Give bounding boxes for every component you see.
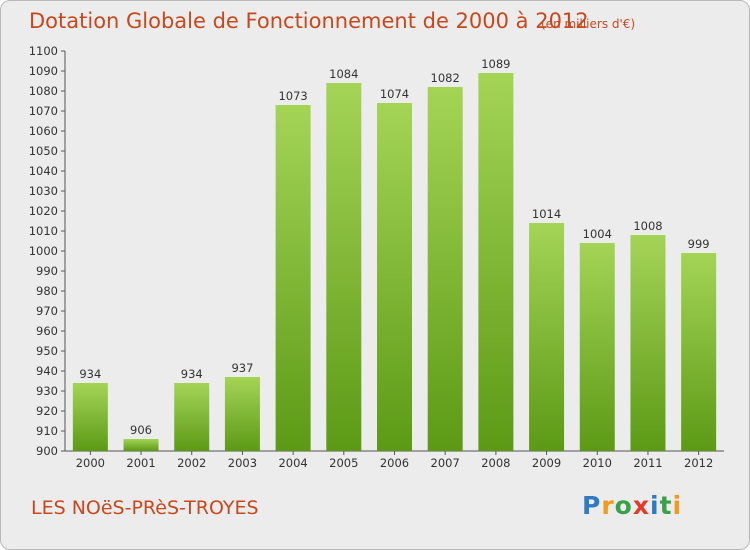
data-label: 937: [231, 361, 253, 375]
chart-subtitle: (en milliers d'€): [541, 17, 636, 31]
x-tick-label: 2003: [228, 456, 257, 470]
bar: [326, 83, 362, 451]
data-label: 906: [130, 423, 152, 437]
y-tick-label: 920: [36, 404, 58, 418]
logo-letter: t: [659, 491, 673, 520]
x-tick-label: 2008: [481, 456, 510, 470]
data-label: 934: [79, 367, 101, 381]
y-tick-label: 960: [36, 324, 58, 338]
data-label: 1008: [633, 219, 662, 233]
bar: [123, 439, 159, 451]
x-tick-label: 2001: [126, 456, 155, 470]
y-tick-label: 940: [36, 364, 58, 378]
y-tick-label: 980: [36, 284, 58, 298]
y-tick-label: 990: [36, 264, 58, 278]
y-tick-label: 970: [36, 304, 58, 318]
y-tick-label: 1070: [29, 104, 58, 118]
x-tick-label: 2012: [684, 456, 713, 470]
data-label: 1089: [481, 57, 510, 71]
y-tick-label: 1040: [29, 164, 58, 178]
data-label: 1073: [278, 89, 307, 103]
bar: [174, 383, 210, 451]
bar: [72, 383, 108, 451]
bar: [630, 235, 666, 451]
bar: [478, 73, 514, 451]
logo-letter: o: [614, 491, 633, 520]
logo-letter: P: [582, 491, 602, 520]
y-tick-label: 1050: [29, 144, 58, 158]
data-label: 1014: [532, 207, 561, 221]
x-tick-label: 2009: [532, 456, 561, 470]
data-label: 1084: [329, 67, 358, 81]
x-tick-label: 2004: [278, 456, 307, 470]
data-label: 934: [181, 367, 203, 381]
bar: [529, 223, 565, 451]
y-tick-label: 1090: [29, 64, 58, 78]
bar: [579, 243, 615, 451]
proxiti-logo: Proxiti: [582, 491, 682, 520]
x-tick-label: 2002: [177, 456, 206, 470]
y-tick-label: 1030: [29, 184, 58, 198]
x-tick-label: 2007: [431, 456, 460, 470]
logo-letter: x: [632, 491, 650, 520]
logo-letter: i: [672, 491, 683, 520]
y-tick-label: 950: [36, 344, 58, 358]
place-name: LES NOëS-PRèS-TROYES: [31, 497, 259, 519]
data-label: 1082: [431, 71, 460, 85]
bar: [681, 253, 717, 451]
x-tick-label: 2005: [329, 456, 358, 470]
chart-title: Dotation Globale de Fonctionnement de 20…: [29, 9, 589, 33]
y-tick-label: 1100: [29, 44, 58, 58]
data-label: 1004: [583, 227, 612, 241]
x-tick-label: 2000: [76, 456, 105, 470]
data-label: 1074: [380, 87, 409, 101]
y-tick-label: 1000: [29, 244, 58, 258]
y-tick-label: 1020: [29, 204, 58, 218]
y-tick-label: 910: [36, 424, 58, 438]
bar: [224, 377, 260, 451]
y-tick-label: 1080: [29, 84, 58, 98]
x-tick-label: 2011: [633, 456, 662, 470]
logo-letter: i: [650, 491, 660, 520]
y-tick-label: 930: [36, 384, 58, 398]
bar: [427, 87, 463, 451]
data-label: 999: [688, 237, 710, 251]
y-tick-label: 1060: [29, 124, 58, 138]
y-tick-label: 900: [36, 444, 58, 458]
x-tick-label: 2006: [380, 456, 409, 470]
logo-letter: r: [601, 491, 615, 520]
x-tick-label: 2010: [583, 456, 612, 470]
y-tick-label: 1010: [29, 224, 58, 238]
bar: [275, 105, 311, 451]
bar: [377, 103, 412, 451]
